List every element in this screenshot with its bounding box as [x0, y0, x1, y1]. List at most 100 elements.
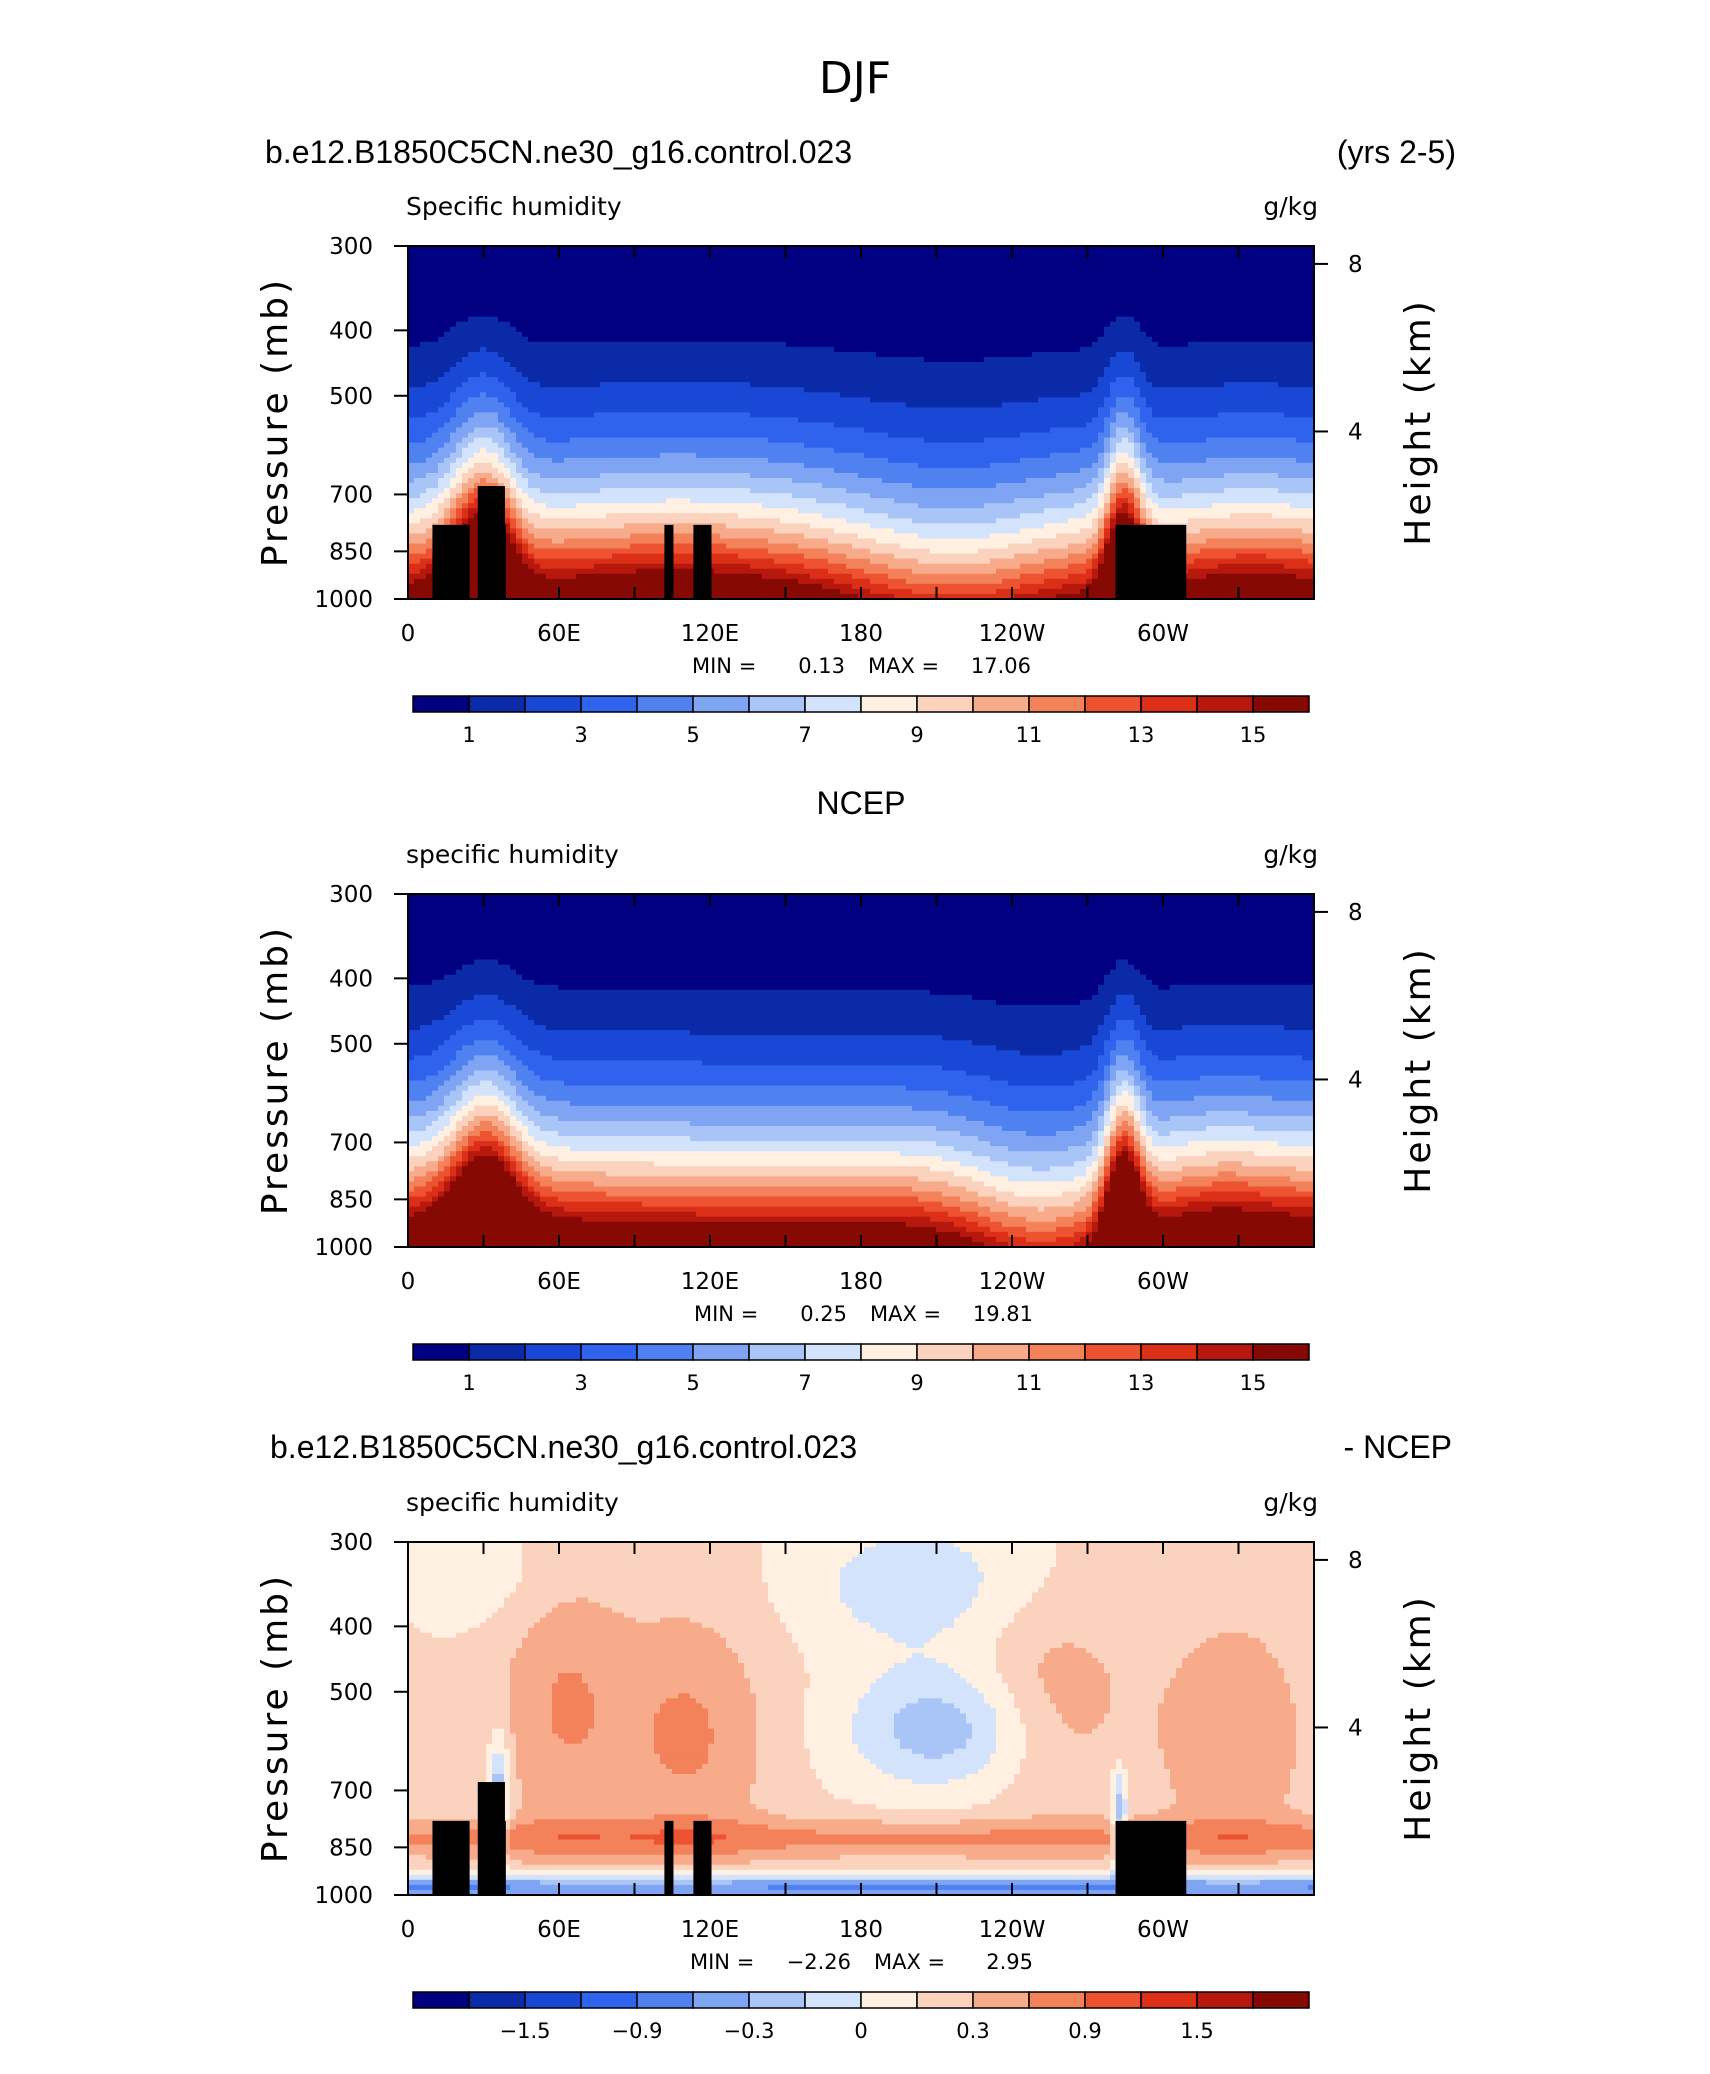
contour-cell: [1020, 1768, 1111, 1775]
contour-cell: [1188, 1201, 1273, 1208]
contour-cell: [774, 528, 835, 535]
contour-cell: [1116, 1136, 1123, 1142]
contour-cell: [1104, 1050, 1111, 1056]
contour-cell: [762, 1552, 859, 1558]
contour-cell: [516, 533, 523, 540]
contour-cell: [468, 498, 475, 504]
contour-cell: [1206, 1125, 1255, 1132]
contour-cell: [888, 432, 1021, 439]
contour-cell: [1116, 1794, 1123, 1800]
x-tick-label: 60E: [537, 1269, 581, 1295]
contour-cell: [726, 543, 799, 550]
contour-cell: [1110, 1688, 1165, 1694]
contour-cell: [510, 407, 529, 414]
contour-cell: [1122, 1809, 1129, 1815]
contour-cell: [408, 578, 415, 585]
colorbar-swatch: [1084, 1343, 1142, 1361]
contour-cell: [456, 412, 475, 419]
contour-cell: [408, 979, 433, 986]
contour-cell: [444, 1110, 457, 1117]
contour-cell: [1002, 1673, 1039, 1679]
contour-cell: [1296, 1738, 1314, 1745]
contour-cell: [1104, 498, 1111, 504]
contour-cell: [600, 472, 751, 479]
contour-cell: [1044, 508, 1093, 514]
contour-cell: [1134, 356, 1314, 363]
y2-tick-label: 4: [1348, 1067, 1363, 1093]
contour-cell: [456, 498, 469, 504]
contour-cell: [516, 1171, 523, 1177]
contour-cell: [426, 472, 445, 479]
contour-cell: [1092, 341, 1159, 348]
contour-cell: [1116, 513, 1129, 519]
contour-cell: [462, 1025, 505, 1031]
contour-cell: [456, 508, 463, 514]
contour-cell: [468, 1146, 481, 1152]
contour-cell: [1158, 518, 1189, 524]
contour-cell: [510, 1030, 691, 1036]
contour-cell: [798, 508, 865, 514]
colorbar-swatch: [1252, 1991, 1310, 2009]
contour-cell: [408, 356, 463, 363]
contour-cell: [486, 1617, 541, 1624]
colorbar-label: 11: [1016, 723, 1043, 747]
contour-cell: [810, 573, 853, 580]
contour-cell: [1104, 372, 1147, 378]
contour-cell: [456, 442, 469, 449]
contour-cell: [1278, 382, 1314, 388]
contour-cell: [408, 402, 445, 408]
contour-cell: [450, 493, 457, 499]
contour-cell: [1086, 558, 1093, 565]
topography-block: [664, 524, 674, 599]
contour-cell: [1110, 1809, 1117, 1815]
contour-cell: [1104, 979, 1153, 986]
contour-cell: [1152, 472, 1225, 479]
topography-block: [1115, 524, 1187, 599]
contour-cell: [408, 904, 1314, 910]
contour-cell: [444, 488, 451, 494]
contour-cell: [672, 1768, 697, 1775]
contour-cell: [426, 548, 439, 555]
contour-cell: [990, 1799, 1111, 1805]
contour-cell: [1296, 1743, 1314, 1750]
contour-cell: [1116, 1814, 1123, 1820]
contour-cell: [1110, 498, 1117, 504]
contour-cell: [1104, 1156, 1111, 1162]
contour-cell: [1206, 437, 1297, 444]
contour-cell: [570, 437, 769, 444]
contour-cell: [1086, 1206, 1093, 1213]
contour-cell: [840, 1582, 979, 1588]
contour-cell: [906, 1657, 937, 1664]
x-tick-label: 120E: [681, 1269, 739, 1295]
contour-cell: [510, 467, 517, 474]
contour-cell: [1134, 964, 1314, 971]
contour-cell: [408, 1547, 523, 1553]
contour-cell: [444, 498, 451, 504]
contour-cell: [1284, 412, 1314, 419]
contour-cell: [990, 1100, 1087, 1107]
contour-cell: [1098, 1161, 1105, 1167]
contour-cell: [1086, 1171, 1093, 1177]
contour-cell: [750, 1799, 853, 1805]
contour-cell: [846, 1602, 973, 1609]
contour-cell: [1146, 974, 1314, 981]
contour-cell: [996, 1196, 1081, 1203]
contour-cell: [1134, 472, 1141, 479]
contour-cell: [486, 1763, 493, 1770]
contour-cell: [1128, 472, 1135, 479]
contour-cell: [1266, 1642, 1314, 1649]
contour-cell: [408, 296, 1314, 303]
contour-cell: [510, 1668, 745, 1674]
contour-cell: [1110, 1100, 1117, 1107]
colorbar-label: 9: [910, 1371, 923, 1395]
contour-cell: [750, 1683, 811, 1689]
contour-cell: [1122, 1794, 1129, 1800]
contour-cell: [894, 593, 1015, 599]
contour-cell: [432, 1146, 445, 1152]
contour-cell: [498, 397, 517, 403]
contour-cell: [504, 382, 541, 388]
contour-cell: [1290, 1693, 1314, 1699]
contour-cell: [1152, 483, 1314, 489]
contour-cell: [510, 483, 517, 489]
